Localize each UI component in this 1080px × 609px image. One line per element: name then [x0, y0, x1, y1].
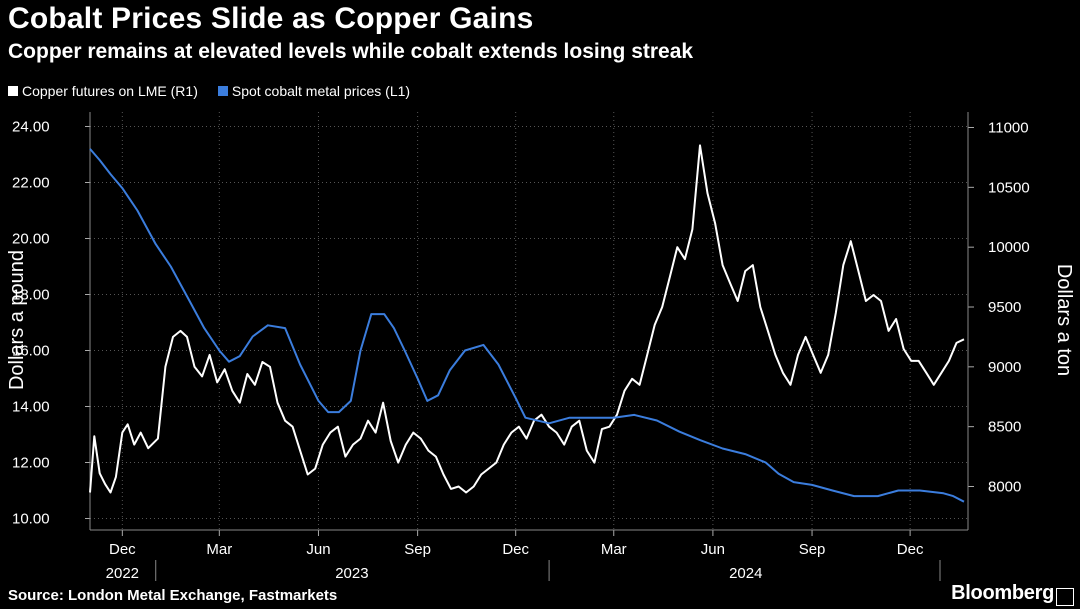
x-month-label: Sep	[799, 541, 826, 558]
y-right-tick-label: 9000	[988, 359, 1021, 376]
y-left-tick-label: 10.00	[12, 511, 50, 528]
legend-swatch-copper	[8, 86, 18, 96]
x-month-label: Jun	[306, 541, 330, 558]
series-line-cobalt	[89, 148, 965, 503]
y-right-axis-title: Dollars a ton	[1053, 264, 1075, 376]
chart-title: Cobalt Prices Slide as Copper Gains	[8, 2, 534, 35]
chart-source: Source: London Metal Exchange, Fastmarke…	[8, 587, 338, 604]
chart-legend: Copper futures on LME (R1) Spot cobalt m…	[8, 83, 410, 99]
y-left-axis-title: Dollars a pound	[6, 250, 28, 390]
x-year-label: 2023	[335, 565, 368, 582]
legend-label-copper: Copper futures on LME (R1)	[22, 83, 198, 99]
y-left-tick-label: 20.00	[12, 231, 50, 248]
legend-label-cobalt: Spot cobalt metal prices (L1)	[231, 83, 411, 99]
y-right-tick-label: 8500	[988, 419, 1021, 436]
y-left-tick-label: 16.00	[12, 343, 50, 360]
y-left-tick-label: 24.00	[12, 119, 50, 136]
x-month-label: Sep	[404, 541, 431, 558]
x-month-label: Dec	[502, 541, 529, 558]
y-left-tick-label: 22.00	[12, 175, 50, 192]
bloomberg-logo: Bloomberg	[951, 582, 1054, 604]
y-right-tick-label: 10000	[988, 239, 1030, 256]
y-left-tick-label: 18.00	[12, 287, 50, 304]
y-right-tick-label: 11000	[988, 120, 1029, 137]
y-right-tick-label: 8000	[988, 479, 1021, 496]
x-year-label: 2024	[729, 565, 762, 582]
y-right-tick-label: 9500	[988, 299, 1021, 316]
y-left-tick-label: 14.00	[12, 399, 50, 416]
x-year-label: 2022	[106, 565, 139, 582]
legend-item-cobalt: Spot cobalt metal prices (L1)	[217, 83, 411, 99]
chart-subtitle: Copper remains at elevated levels while …	[8, 40, 694, 63]
x-month-label: Mar	[206, 541, 232, 558]
x-month-label: Jun	[701, 541, 725, 558]
x-month-label: Dec	[109, 541, 136, 558]
legend-swatch-cobalt	[217, 86, 228, 96]
y-right-tick-label: 10500	[988, 179, 1030, 196]
legend-item-copper: Copper futures on LME (R1)	[8, 83, 198, 99]
series-line-copper	[89, 144, 965, 494]
x-month-label: Mar	[601, 541, 627, 558]
y-left-tick-label: 12.00	[12, 455, 50, 472]
bloomberg-mark-icon	[1056, 588, 1074, 606]
x-month-label: Dec	[897, 541, 924, 558]
